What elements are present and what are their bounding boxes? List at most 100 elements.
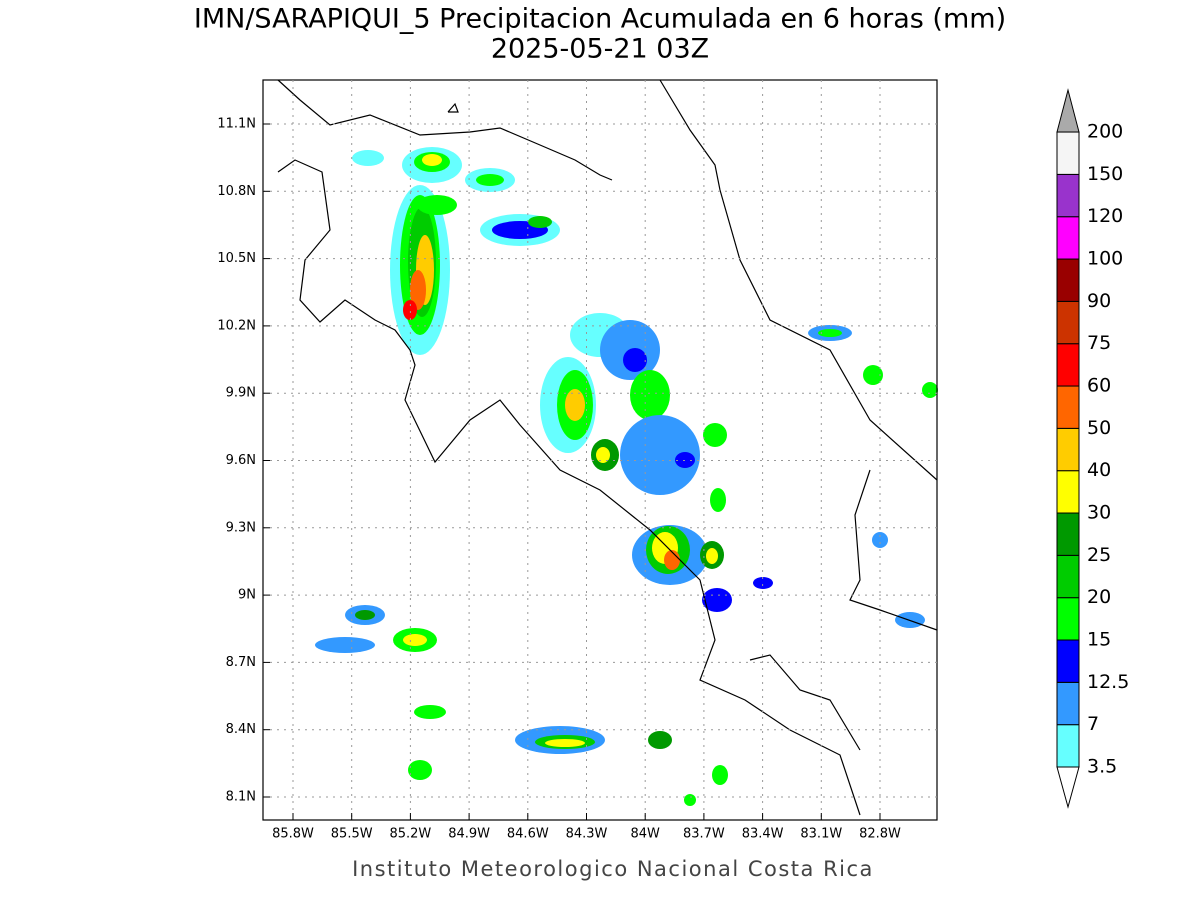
nicaragua-border [277,79,613,181]
colorbar-segment [1056,131,1080,175]
lon-tick-label: 83.4W [742,827,784,842]
colorbar-segment [1056,300,1080,345]
precip-area [818,329,842,337]
precip-area [403,634,427,646]
colorbar-label: 3.5 [1087,756,1117,778]
lon-tick-label: 83.1W [800,827,842,842]
precip-area [355,610,375,620]
lat-tick-label: 9N [238,588,256,603]
lat-tick-label: 10.2N [217,318,256,333]
colorbar-label: 15 [1087,629,1111,651]
title: IMN/SARAPIQUI_5 Precipitacion Acumulada … [194,4,1006,35]
precip-area [706,548,718,564]
lon-tick-label: 84.6W [507,827,549,842]
precip-area [623,348,647,372]
lon-tick-label: 82.8W [859,827,901,842]
precip-area [753,577,773,589]
coastlines [277,79,938,816]
lat-tick-label: 8.4N [226,722,256,737]
colorbar-segment [1056,512,1080,556]
colorbar-segment [1056,343,1080,387]
precip-area [630,370,670,420]
lat-tick-label: 11.1N [217,117,256,132]
lat-tick-label: 8.1N [226,790,256,805]
lon-tick-label: 83.7W [683,827,725,842]
lat-tick-label: 8.7N [226,655,256,670]
precip-area [684,794,696,806]
colorbar-segment [1056,258,1080,302]
colorbar-segment [1056,216,1080,260]
lat-tick-label: 10.5N [217,251,256,266]
graticule: 11.1N 10.8N 10.5N 10.2N 9.9N 9.6N 9.3N 9N 8.7N 8.… [217,80,937,842]
lon-tick-label: 85.5W [331,827,373,842]
precip-area [703,423,727,447]
colorbar-segment [1056,385,1080,429]
colorbar: 3.5 7 12.5 15 20 25 30 40 50 60 75 90 100 120 150 200 [1056,88,1129,809]
precip-area [408,760,432,780]
osa-peninsula [749,654,861,751]
panama-border [849,469,938,631]
lon-tick-label: 84.3W [566,827,608,842]
colorbar-segment [1056,724,1080,768]
precip-area [403,300,417,320]
colorbar-segment [1056,639,1080,683]
footer: Instituto Meteorologico Nacional Costa R… [352,857,874,881]
precip-area [863,365,883,385]
lat-tick-label: 9.9N [226,386,256,401]
lat-tick-label: 9.6N [226,453,256,468]
lake [447,102,459,113]
lat-tick-label: 10.8N [217,184,256,199]
precip-area [664,550,680,570]
colorbar-segment [1056,681,1080,726]
lon-tick-label: 84W [630,827,660,842]
colorbar-label: 120 [1087,205,1123,227]
precip-area [414,705,446,719]
precipitation-field [315,147,938,806]
precip-area [476,174,504,186]
precip-area [422,154,442,166]
colorbar-label: 12.5 [1087,671,1129,693]
colorbar-label: 30 [1087,502,1111,524]
colorbar-triangle [1056,88,1080,133]
colorbar-segment [1056,173,1080,218]
precip-area [620,415,700,495]
colorbar-label: 75 [1087,332,1111,354]
lon-tick-label: 85.8W [272,827,314,842]
precip-area [702,588,732,612]
pacific-coast [277,159,861,816]
precip-area [596,447,610,463]
precip-area [410,270,426,310]
colorbar-label: 7 [1087,713,1099,735]
colorbar-label: 25 [1087,544,1111,566]
colorbar-label: 60 [1087,375,1111,397]
precip-area [710,488,726,512]
precip-area [315,637,375,653]
precip-area [352,150,384,166]
lat-tick-label: 9.3N [226,520,256,535]
precip-area [565,389,585,421]
colorbar-label: 20 [1087,586,1111,608]
colorbar-segment [1056,427,1080,472]
precip-area [872,532,888,548]
colorbar-label: 100 [1087,248,1123,270]
subtitle: 2025-05-21 03Z [491,34,709,65]
colorbar-triangle [1056,766,1080,809]
colorbar-label: 90 [1087,290,1111,312]
precip-area [648,731,672,749]
precip-area [528,216,552,228]
colorbar-segment [1056,597,1080,641]
lon-tick-label: 84.9W [448,827,490,842]
precip-area [922,382,938,398]
precip-area [545,739,585,747]
caribbean-coast [659,79,938,481]
colorbar-label: 150 [1087,163,1123,185]
lon-tick-label: 85.2W [389,827,431,842]
map-frame [262,79,938,821]
colorbar-segment [1056,554,1080,599]
precip-area [417,195,457,215]
colorbar-segment [1056,470,1080,514]
precip-area [712,765,728,785]
colorbar-label: 40 [1087,459,1111,481]
colorbar-label: 200 [1087,121,1123,143]
